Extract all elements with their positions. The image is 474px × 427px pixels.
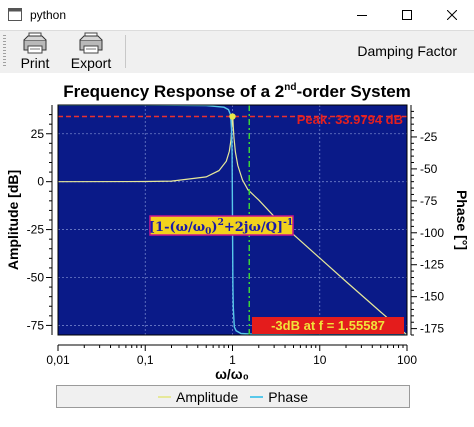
- cutoff-annotation-text: -3dB at f = 1.55587: [271, 318, 385, 333]
- x-tick-label: 10: [313, 353, 327, 367]
- printer-export-icon: [79, 32, 103, 54]
- x-axis-label: ω/ω₀: [215, 366, 249, 382]
- toolbar-separator: [125, 35, 126, 68]
- x-tick-label: 0,1: [137, 353, 154, 367]
- x-tick-label: 0,01: [46, 353, 70, 367]
- y-left-tick-label: -50: [27, 271, 45, 285]
- y-left-tick-label: -25: [27, 223, 45, 237]
- damping-factor-label: Damping Factor: [357, 43, 457, 59]
- app-icon: [8, 8, 22, 21]
- title-bar: python: [0, 0, 474, 31]
- chart-title: Frequency Response of a 2nd-order System: [63, 82, 411, 101]
- legend-label-phase: Phase: [268, 388, 308, 405]
- x-tick-label: 1: [229, 353, 236, 367]
- y-right-axis-label: Phase [°]: [454, 190, 470, 250]
- y-right-tick-label: -75: [420, 194, 438, 208]
- maximize-button[interactable]: [384, 0, 429, 30]
- maximize-icon: [401, 10, 412, 20]
- minimize-button[interactable]: [339, 0, 384, 30]
- legend-item-phase[interactable]: Phase: [250, 389, 308, 405]
- y-left-tick-label: 25: [31, 127, 45, 141]
- y-right-tick-label: -125: [420, 258, 444, 272]
- peak-point: [229, 113, 236, 120]
- toolbar-grip[interactable]: [3, 35, 6, 68]
- x-tick-label: 100: [397, 353, 417, 367]
- y-left-tick-label: 0: [37, 175, 44, 189]
- print-button[interactable]: Print: [12, 32, 58, 72]
- minimize-icon: [356, 15, 367, 16]
- y-right-tick-label: -25: [420, 130, 438, 144]
- svg-text:[1-(ω/ω0)2+2jω/Q]-1: [1-(ω/ω0)2+2jω/Q]-1: [149, 218, 293, 237]
- y-right-tick-label: -50: [420, 162, 438, 176]
- legend-label-amplitude: Amplitude: [176, 388, 239, 405]
- amplitude-swatch: [158, 395, 172, 398]
- y-right-tick-label: -150: [420, 290, 444, 304]
- axis-ticks: 0,01 0,1 1 10 100 25 0 -25 -50 -75 -25 -50 -75 -100 -1…: [27, 110, 444, 367]
- peak-annotation: Peak: 33.9794 dB: [297, 112, 403, 127]
- y-left-axis-label: Amplitude [dB]: [5, 170, 21, 270]
- close-button[interactable]: [429, 0, 474, 30]
- printer-icon: [23, 32, 47, 54]
- plot-frame: [57, 104, 408, 336]
- legend: Amplitude Phase: [56, 385, 410, 408]
- legend-item-amplitude[interactable]: Amplitude: [158, 389, 238, 405]
- toolbar: Print Export: [0, 31, 474, 72]
- y-right-tick-label: -175: [420, 322, 444, 336]
- formula-label: [1-(ω/ω0)2+2jω/Q]-1: [149, 215, 294, 237]
- close-icon: [446, 10, 457, 20]
- phase-swatch: [250, 395, 264, 398]
- export-button[interactable]: Export: [64, 32, 118, 72]
- y-left-tick-label: -75: [27, 318, 45, 332]
- cutoff-annotation: -3dB at f = 1.55587: [252, 317, 404, 334]
- window-title: python: [30, 8, 67, 22]
- y-right-tick-label: -100: [420, 226, 444, 240]
- export-label: Export: [70, 55, 112, 71]
- print-label: Print: [20, 55, 50, 71]
